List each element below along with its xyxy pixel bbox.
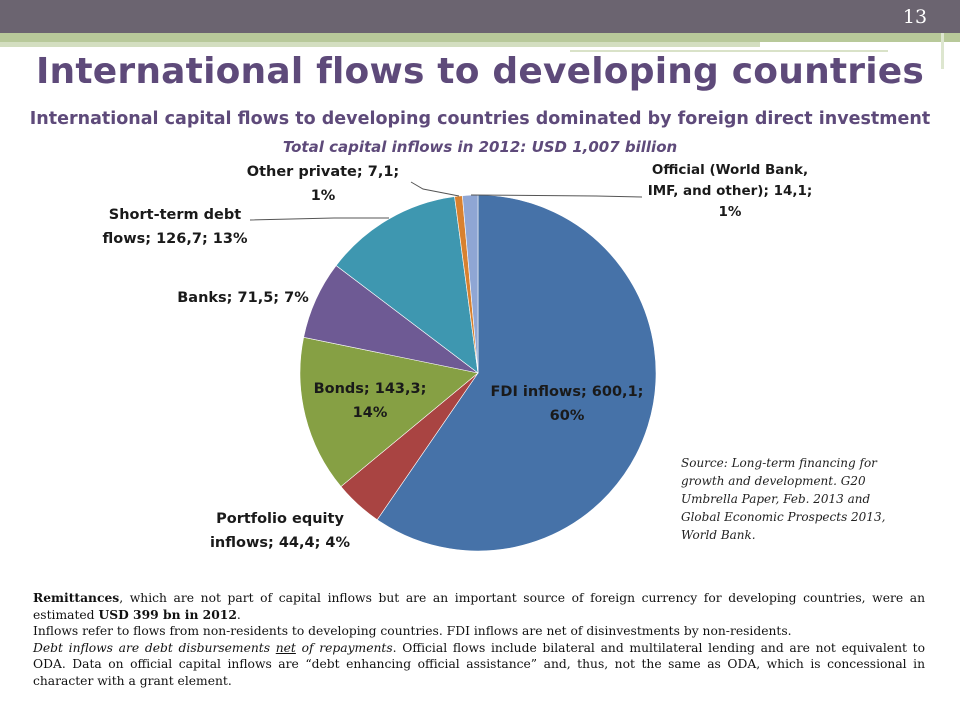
slide-number: 13 [902, 6, 928, 28]
remittances-note: Remittances, which are not part of capit… [33, 590, 925, 623]
slice-label-short-term: Short-term debt flows; 126,7; 13% [92, 203, 258, 251]
debt-note-italic-a: Debt inflows are debt disbursements [33, 640, 276, 655]
pie-slice-bonds [299, 336, 479, 487]
source-line: World Bank. [681, 528, 756, 542]
slice-label-fdi-line1: FDI inflows; 600,1; [490, 384, 644, 400]
leader-line-other-private [410, 181, 460, 197]
source-line: Source: Long-term financing for [681, 456, 877, 470]
slice-label-bonds-line2: 14% [352, 405, 388, 421]
accent-edge [941, 33, 944, 69]
slice-label-fdi: FDI inflows; 600,1; 60% [478, 380, 656, 428]
remittances-end: . [236, 607, 241, 622]
slice-label-official: Official (World Bank, IMF, and other); 1… [632, 160, 828, 223]
leader-line-official [470, 194, 643, 198]
slice-label-other-private: Other private; 7,1; 1% [238, 160, 408, 208]
debt-note-italic-b: of repayments [295, 640, 393, 655]
accent-band-light [0, 42, 760, 47]
slice-label-official-line3: 1% [718, 204, 742, 220]
remittances-text: , which are not part of capital inflows … [33, 591, 925, 622]
slice-label-short-term-line1: Short-term debt [108, 207, 242, 223]
slide-subtitle: International capital flows to developin… [29, 109, 931, 129]
chart-title: Total capital inflows in 2012: USD 1,007… [282, 138, 678, 156]
debt-note-net: net [275, 640, 296, 655]
footnotes: Remittances, which are not part of capit… [33, 590, 925, 689]
pie-slice-shortterm [335, 196, 479, 374]
slice-label-other-private-line1: Other private; 7,1; [246, 164, 400, 180]
debt-note: Debt inflows are debt disbursements net … [33, 640, 925, 690]
slice-label-portfolio-line1: Portfolio equity [216, 511, 344, 527]
slice-label-bonds-line1: Bonds; 143,3; [313, 381, 427, 397]
slice-label-bonds: Bonds; 143,3; 14% [300, 377, 440, 425]
slice-label-banks: Banks; 71,5; 7% [170, 286, 316, 310]
slice-label-short-term-line2: flows; 126,7; 13% [102, 231, 248, 247]
remittances-term: Remittances [33, 590, 120, 605]
slice-label-banks-line1: Banks; 71,5; 7% [177, 290, 309, 306]
slice-label-official-line1: Official (World Bank, [651, 162, 809, 178]
debt-note-rest: . Official flows include bilateral and m… [33, 640, 925, 688]
inflows-note: Inflows refer to flows from non-resident… [33, 624, 792, 638]
slice-label-official-line2: IMF, and other); 14,1; [647, 183, 813, 199]
remittances-amount: USD 399 bn in 2012 [98, 606, 237, 622]
slide-title: International flows to developing countr… [35, 51, 925, 92]
top-bar [0, 0, 960, 33]
leader-line-short-term [249, 217, 389, 221]
source-note: Source: Long-term financing for growth a… [681, 454, 931, 544]
source-line: Umbrella Paper, Feb. 2013 and [681, 492, 871, 506]
pie-slice-fdi [376, 194, 657, 552]
slice-label-portfolio-line2: inflows; 44,4; 4% [209, 535, 351, 551]
accent-band [0, 33, 960, 42]
source-line: Global Economic Prospects 2013, [681, 510, 886, 524]
accent-line [570, 50, 888, 52]
source-line: growth and development. G20 [681, 474, 866, 488]
slice-label-portfolio: Portfolio equity inflows; 44,4; 4% [196, 507, 364, 555]
slice-label-other-private-line2: 1% [310, 188, 336, 204]
slice-label-fdi-line2: 60% [549, 408, 585, 424]
